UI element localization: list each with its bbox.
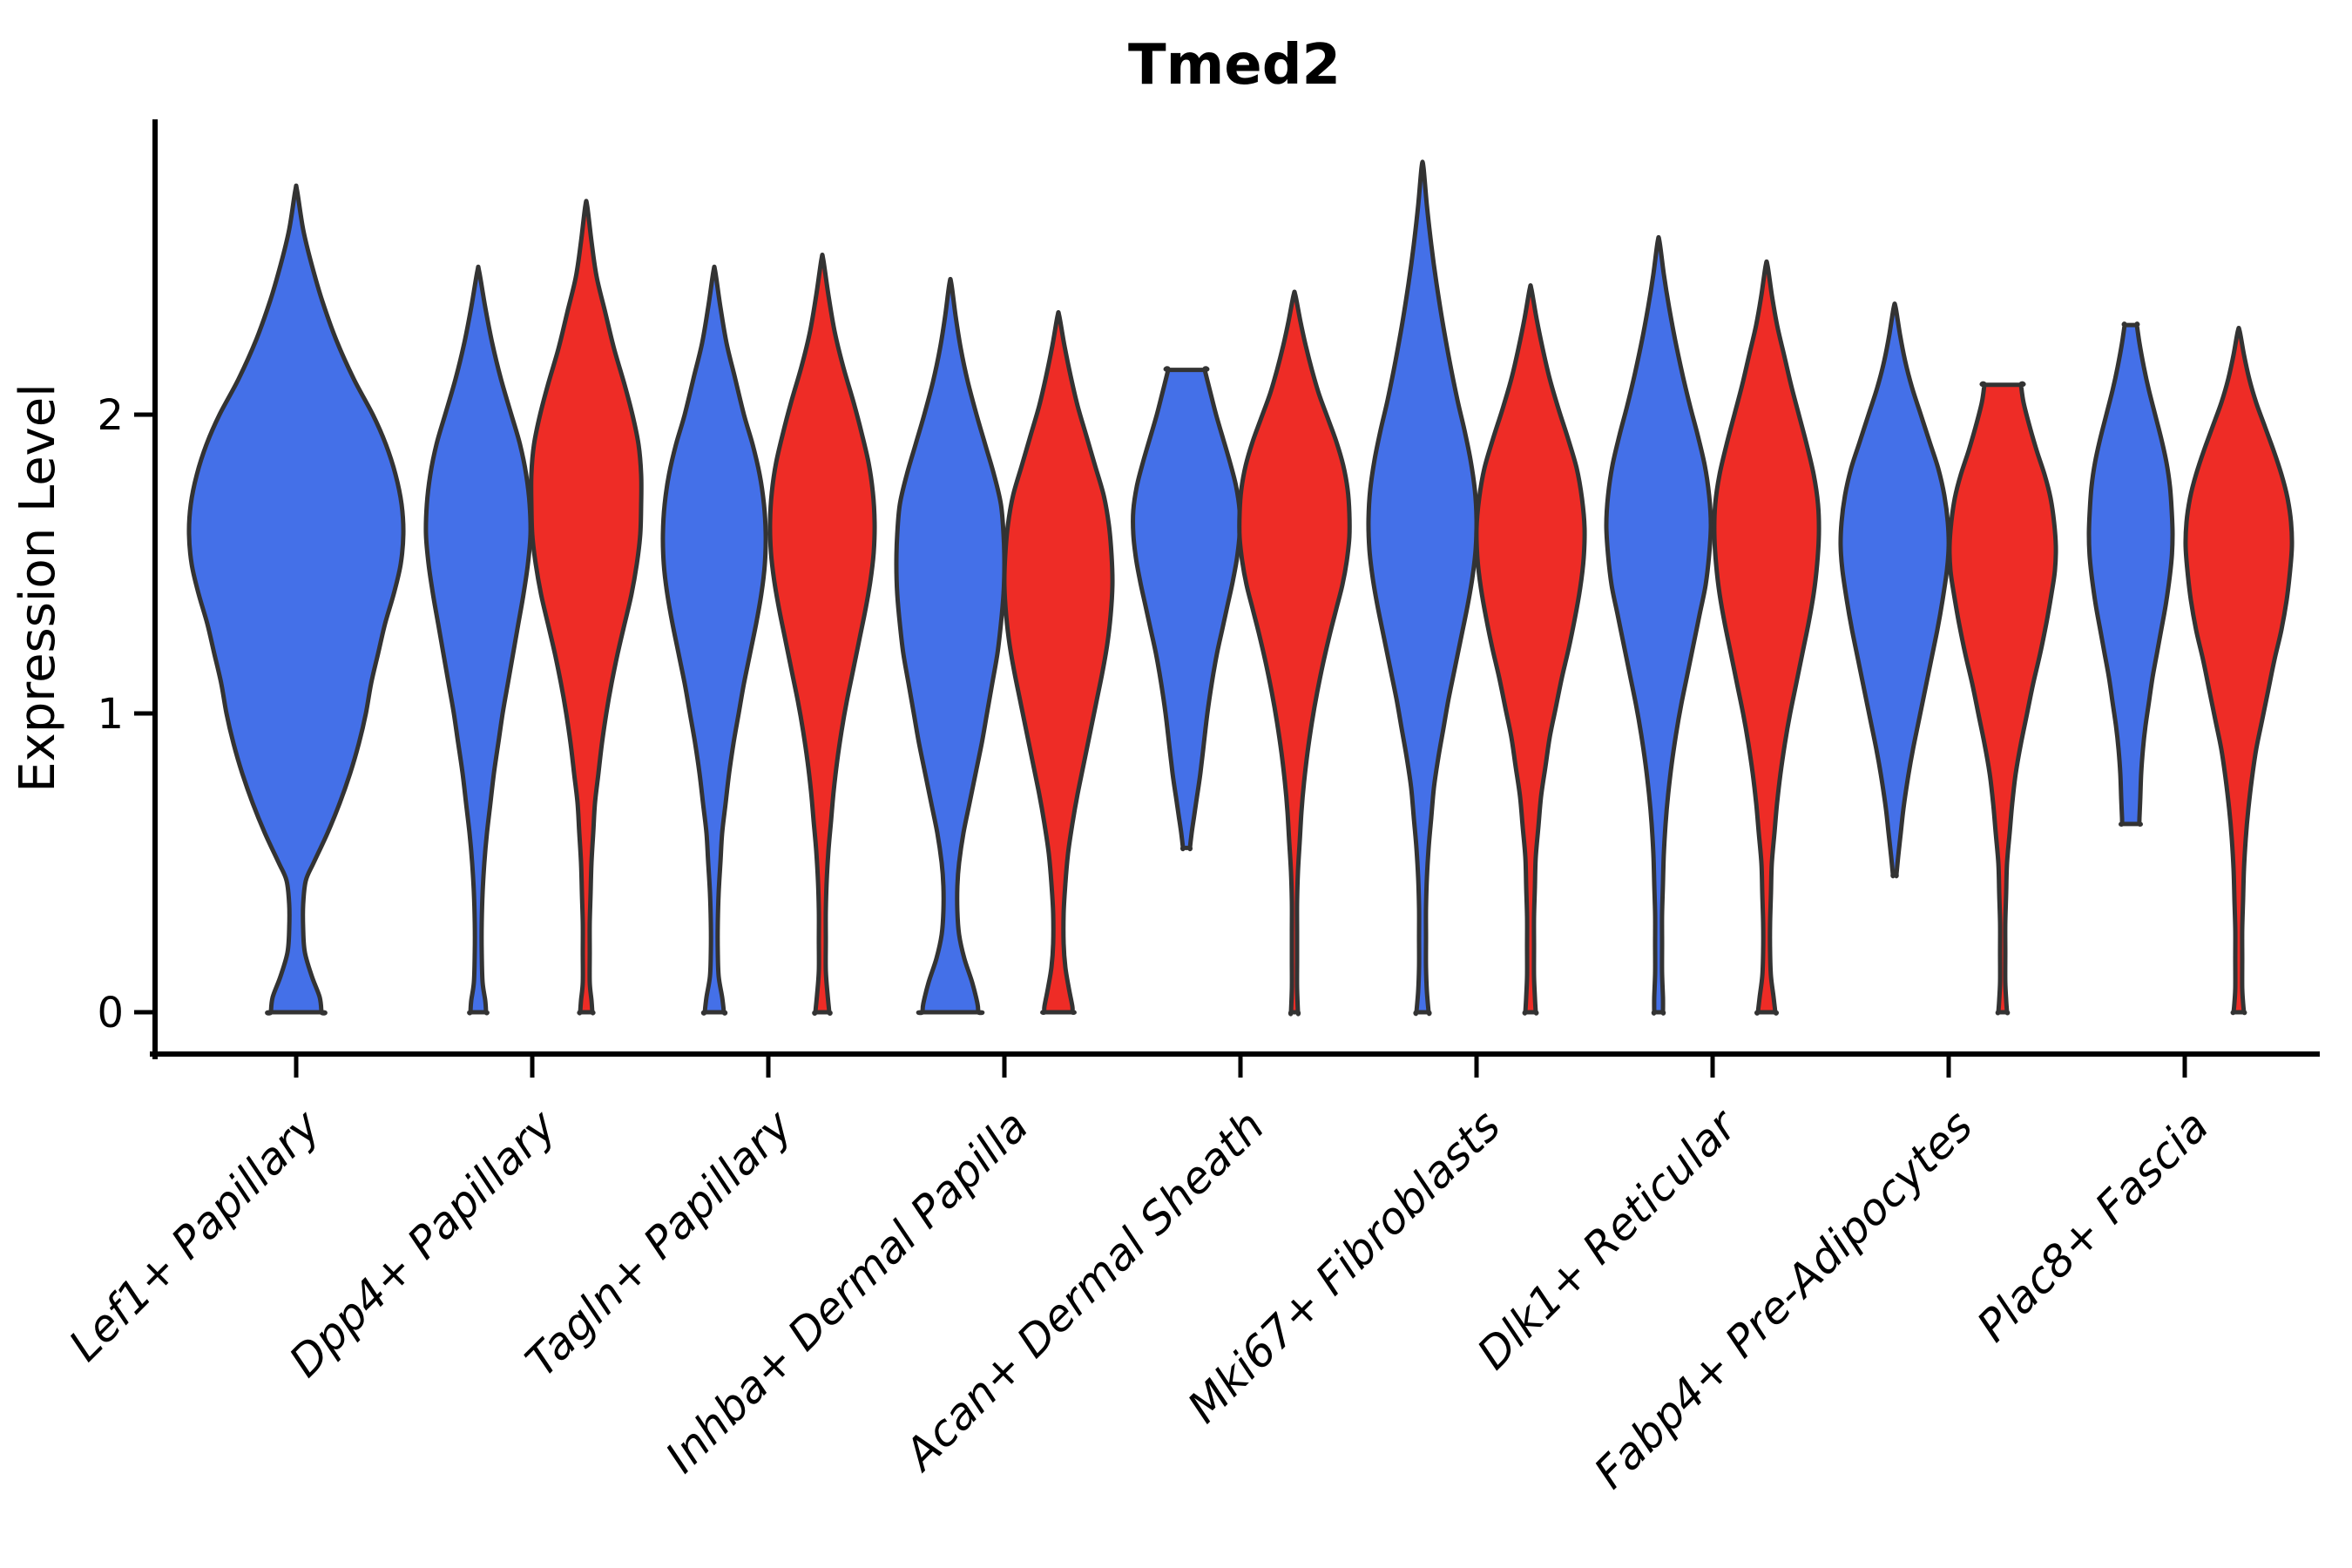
violin-dpp4+-red <box>529 199 644 1016</box>
y-tick-label: 0 <box>97 989 124 1037</box>
violin-inhba+-blue <box>894 276 1007 1016</box>
violin-inhba+-red <box>1002 310 1115 1015</box>
violin-plac8+-red <box>2183 326 2295 1016</box>
violin-mki67+-blue <box>1366 159 1479 1017</box>
y-tick-group: 0 1 2 <box>97 391 155 1037</box>
violin-fabp4+-red <box>1947 381 2058 1016</box>
chart-title: Tmed2 <box>1128 33 1341 98</box>
violin-tagln+-red <box>767 253 877 1016</box>
violin-tagln+-blue <box>660 264 768 1016</box>
x-tick-label-plac8: Plac8+ Fascia <box>1968 1100 2219 1351</box>
violin-mki67+-red <box>1474 283 1587 1016</box>
y-tick-label: 2 <box>97 391 124 440</box>
x-tick-label-fabp4: Fabp4+ Pre-Adipocytes <box>1585 1100 1983 1498</box>
violin-lef1+-blue <box>186 183 406 1016</box>
x-tick-label-dlk1: Dlk1+ Reticular <box>1468 1098 1748 1379</box>
y-axis-label: Expression Level <box>10 383 66 793</box>
violin-dlk1+-red <box>1712 259 1821 1016</box>
violins-group <box>186 159 2295 1017</box>
violin-plac8+-blue <box>2086 321 2175 827</box>
violin-dlk1+-blue <box>1604 234 1713 1016</box>
x-tick-label-lef1: Lef1+ Papillary <box>59 1099 330 1370</box>
violin-acan+-red <box>1237 289 1352 1017</box>
y-tick-label: 1 <box>97 690 124 739</box>
violin-fabp4+-blue <box>1838 301 1951 879</box>
axes-group <box>150 119 2320 1059</box>
violin-dpp4+-blue <box>423 264 533 1016</box>
violin-acan+-blue <box>1131 366 1242 852</box>
